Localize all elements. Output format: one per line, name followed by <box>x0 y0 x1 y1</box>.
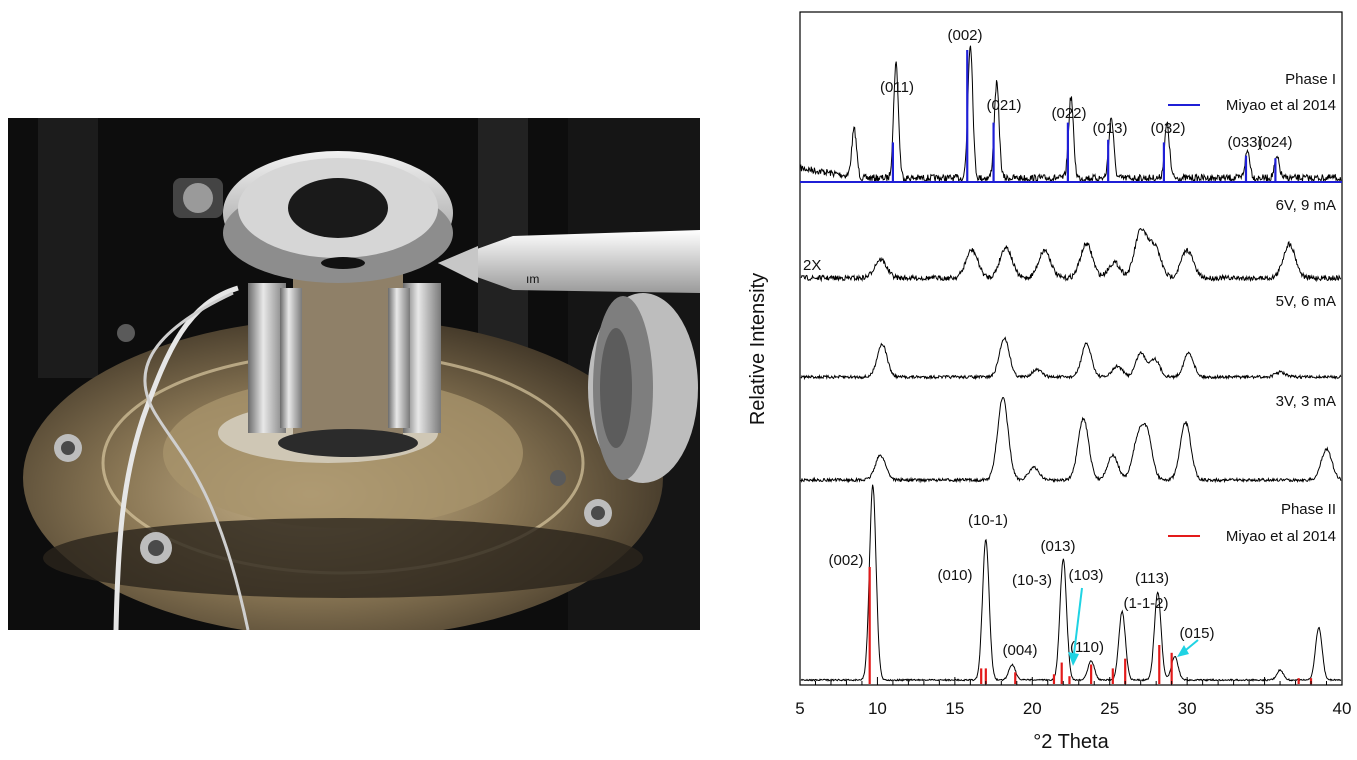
peak-annotation: (002) <box>828 552 863 569</box>
peak-annotation: (103) <box>1068 567 1103 584</box>
panel-label: 6V, 9 mA <box>1276 197 1336 214</box>
scale-note: 2X <box>803 257 821 274</box>
peak-annotation: (10-1) <box>968 512 1008 529</box>
peak-annotation: (022) <box>1051 105 1086 122</box>
xray-tube: ım <box>438 230 700 293</box>
peak-annotation: (004) <box>1002 642 1037 659</box>
x-tick-label: 40 <box>1333 699 1352 718</box>
peak-annotation: (021) <box>986 97 1021 114</box>
panel-3: 3V, 3 mA <box>800 393 1342 484</box>
peak-annotation: (110) <box>1070 639 1104 656</box>
panel-label: 3V, 3 mA <box>1276 393 1336 410</box>
reference-legend-label: Miyao et al 2014 <box>1226 97 1336 114</box>
panel-label: Phase II <box>1281 501 1336 518</box>
panel-label: Phase I <box>1285 71 1336 88</box>
x-tick-label: 5 <box>795 699 804 718</box>
peak-annotation: (113) <box>1135 570 1169 587</box>
peak-annotation: (002) <box>947 27 982 44</box>
peak-annotation: (033) <box>1227 134 1262 151</box>
reference-legend-label: Miyao et al 2014 <box>1226 528 1336 545</box>
peak-annotation: (024) <box>1257 134 1292 151</box>
panel-label: 5V, 6 mA <box>1276 293 1336 310</box>
x-tick-label: 15 <box>945 699 964 718</box>
peak-annotation: (013) <box>1040 538 1075 555</box>
peak-annotation: (015) <box>1179 625 1214 642</box>
pattern-line-1 <box>800 228 1342 283</box>
x-tick-label: 20 <box>1023 699 1042 718</box>
x-tick-label: 25 <box>1100 699 1119 718</box>
peak-annotation: (011) <box>880 79 914 96</box>
peak-annotation: (1-1-2) <box>1123 595 1168 612</box>
xrd-chart: Miyao et al 2014 Phase I (011) (002) (021) (0… <box>747 11 1352 753</box>
arrow-head <box>1177 645 1189 657</box>
pattern-line-2 <box>800 336 1342 381</box>
peak-annotation: (010) <box>937 567 972 584</box>
instrument-photo: ım <box>8 118 700 630</box>
pattern-line-4 <box>800 484 1342 682</box>
peak-annotation: (032) <box>1150 120 1185 137</box>
peak-annotation: (013) <box>1092 120 1127 137</box>
arrow-head <box>1068 652 1079 666</box>
plot-frame <box>799 11 1343 686</box>
peak-annotation: (10-3) <box>1012 572 1052 589</box>
panel-1: 6V, 9 mA 2X <box>800 197 1342 283</box>
panel-2: 5V, 6 mA <box>800 293 1342 381</box>
annotation-arrow <box>1072 587 1083 663</box>
y-axis-label: Relative Intensity <box>747 273 769 425</box>
panel-4: Miyao et al 2014 Phase II (002) (010) (10-1)… <box>800 484 1342 684</box>
x-tick-label: 35 <box>1255 699 1274 718</box>
x-tick-label: 30 <box>1178 699 1197 718</box>
tube-label: ım <box>526 272 539 286</box>
x-tick-label: 10 <box>868 699 887 718</box>
panel-0: Miyao et al 2014 Phase I (011) (002) (021) (0… <box>800 27 1342 184</box>
x-axis-label: °2 Theta <box>1033 731 1109 753</box>
pattern-line-0 <box>800 45 1342 184</box>
pattern-line-3 <box>800 396 1342 484</box>
detector <box>588 293 698 483</box>
